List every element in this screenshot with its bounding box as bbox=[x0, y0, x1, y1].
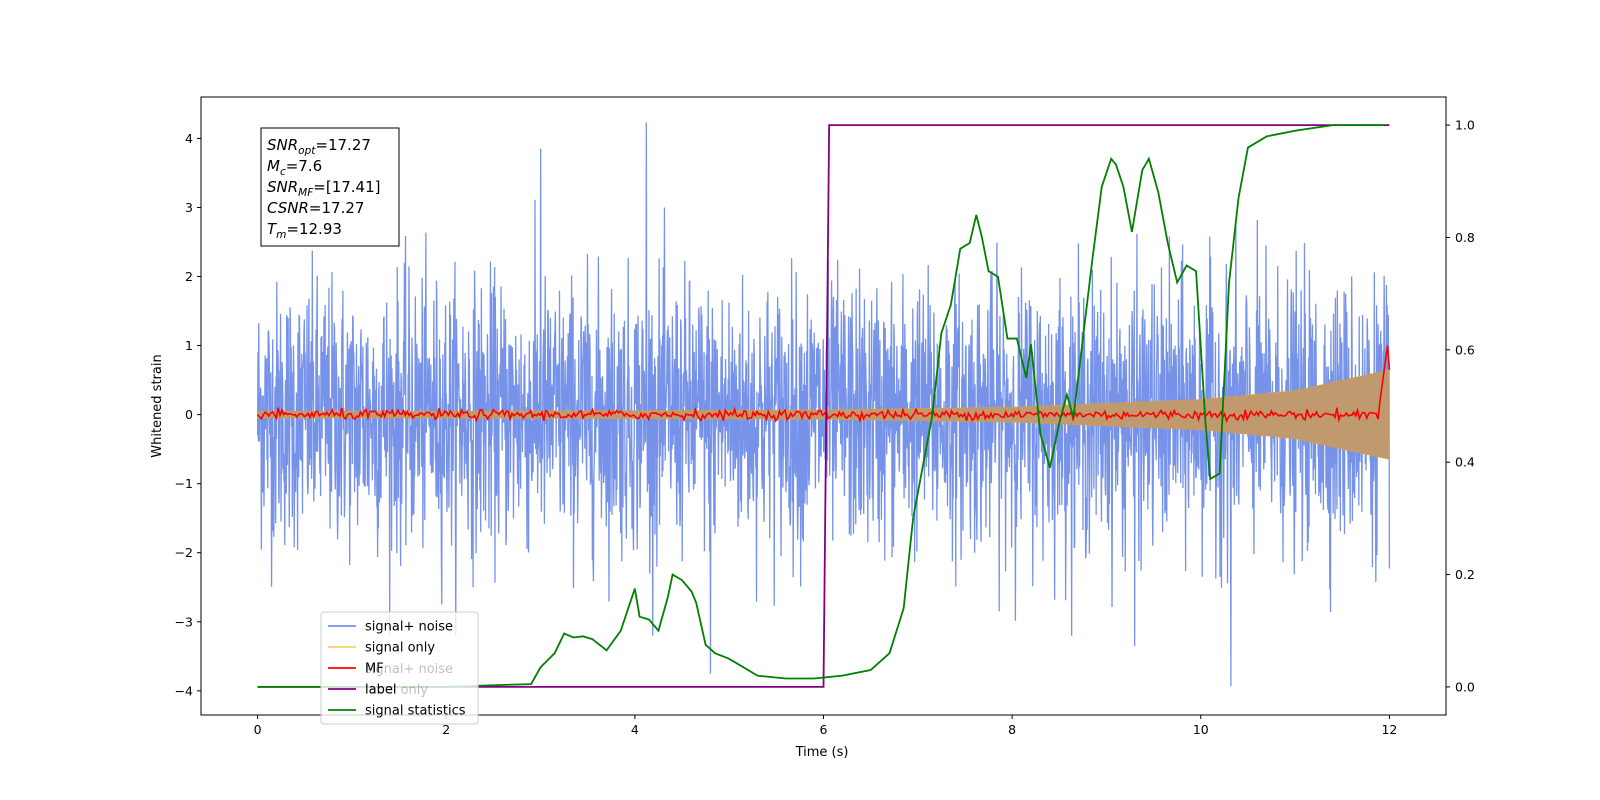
annotation-line: Tm=12.93 bbox=[267, 220, 342, 241]
series-signal-noise bbox=[256, 122, 1391, 687]
annotation-line: Mc=7.6 bbox=[267, 157, 322, 178]
legend-ghost-text: signal+ noise bbox=[365, 662, 453, 677]
y-left-tick-label: 0 bbox=[185, 407, 193, 422]
x-tick-label: 6 bbox=[820, 722, 828, 737]
y-left-tick-label: 4 bbox=[185, 131, 193, 146]
y-right-tick-label: 1.0 bbox=[1455, 118, 1475, 133]
y-right-tick-label: 0.8 bbox=[1455, 230, 1475, 245]
legend-frame bbox=[320, 611, 479, 725]
y-left-tick-label: −3 bbox=[175, 614, 193, 629]
series-label bbox=[257, 124, 1390, 688]
annotation-line: SNRMF=[17.41] bbox=[267, 178, 381, 199]
left-y-axis: −4 −3 −2 −1 0 1 2 3 4 bbox=[175, 131, 201, 698]
x-tick-label: 12 bbox=[1381, 722, 1397, 737]
legend-label: signal only bbox=[365, 641, 435, 656]
annotation-line: CSNR=17.27 bbox=[267, 199, 364, 217]
legend-label: MF bbox=[365, 662, 384, 677]
y-right-tick-label: 0.4 bbox=[1455, 455, 1475, 470]
y-left-tick-label: 3 bbox=[185, 200, 193, 215]
legend: signal+ noise label only signal+ noise sign… bbox=[320, 611, 479, 725]
x-axis-label: Time (s) bbox=[795, 745, 849, 760]
x-axis: 0 2 4 6 8 10 12 bbox=[254, 715, 1397, 737]
y-right-tick-label: 0.6 bbox=[1455, 342, 1475, 357]
annotation-line: SNRopt=17.27 bbox=[267, 136, 371, 157]
y-left-tick-label: 2 bbox=[185, 269, 193, 284]
y-axis-label: Whitened strain bbox=[150, 354, 165, 457]
annotation-frame bbox=[260, 127, 400, 247]
legend-label: label bbox=[365, 683, 396, 698]
legend-ghost-text: label only bbox=[365, 683, 428, 698]
legend-label: signal statistics bbox=[365, 704, 466, 719]
x-tick-label: 4 bbox=[631, 722, 639, 737]
y-right-tick-label: 0.2 bbox=[1455, 567, 1475, 582]
x-tick-label: 10 bbox=[1193, 722, 1209, 737]
legend-label: signal+ noise bbox=[365, 620, 453, 635]
x-tick-label: 2 bbox=[442, 722, 450, 737]
series-signal-statistics bbox=[257, 124, 1385, 688]
stats-annotation-box: SNRopt=17.27Mc=7.6SNRMF=[17.41]CSNR=17.2… bbox=[260, 127, 400, 247]
y-right-tick-label: 0.0 bbox=[1455, 679, 1475, 694]
series-mf bbox=[257, 345, 1391, 424]
y-left-tick-label: −2 bbox=[175, 545, 193, 560]
y-left-tick-label: −1 bbox=[175, 476, 193, 491]
x-tick-label: 0 bbox=[254, 722, 262, 737]
y-left-tick-label: −4 bbox=[175, 683, 193, 698]
right-y-axis: 0.0 0.2 0.4 0.6 0.8 1.0 bbox=[1446, 118, 1475, 694]
x-tick-label: 8 bbox=[1008, 722, 1016, 737]
series-layer bbox=[256, 122, 1391, 688]
y-left-tick-label: 1 bbox=[185, 338, 193, 353]
